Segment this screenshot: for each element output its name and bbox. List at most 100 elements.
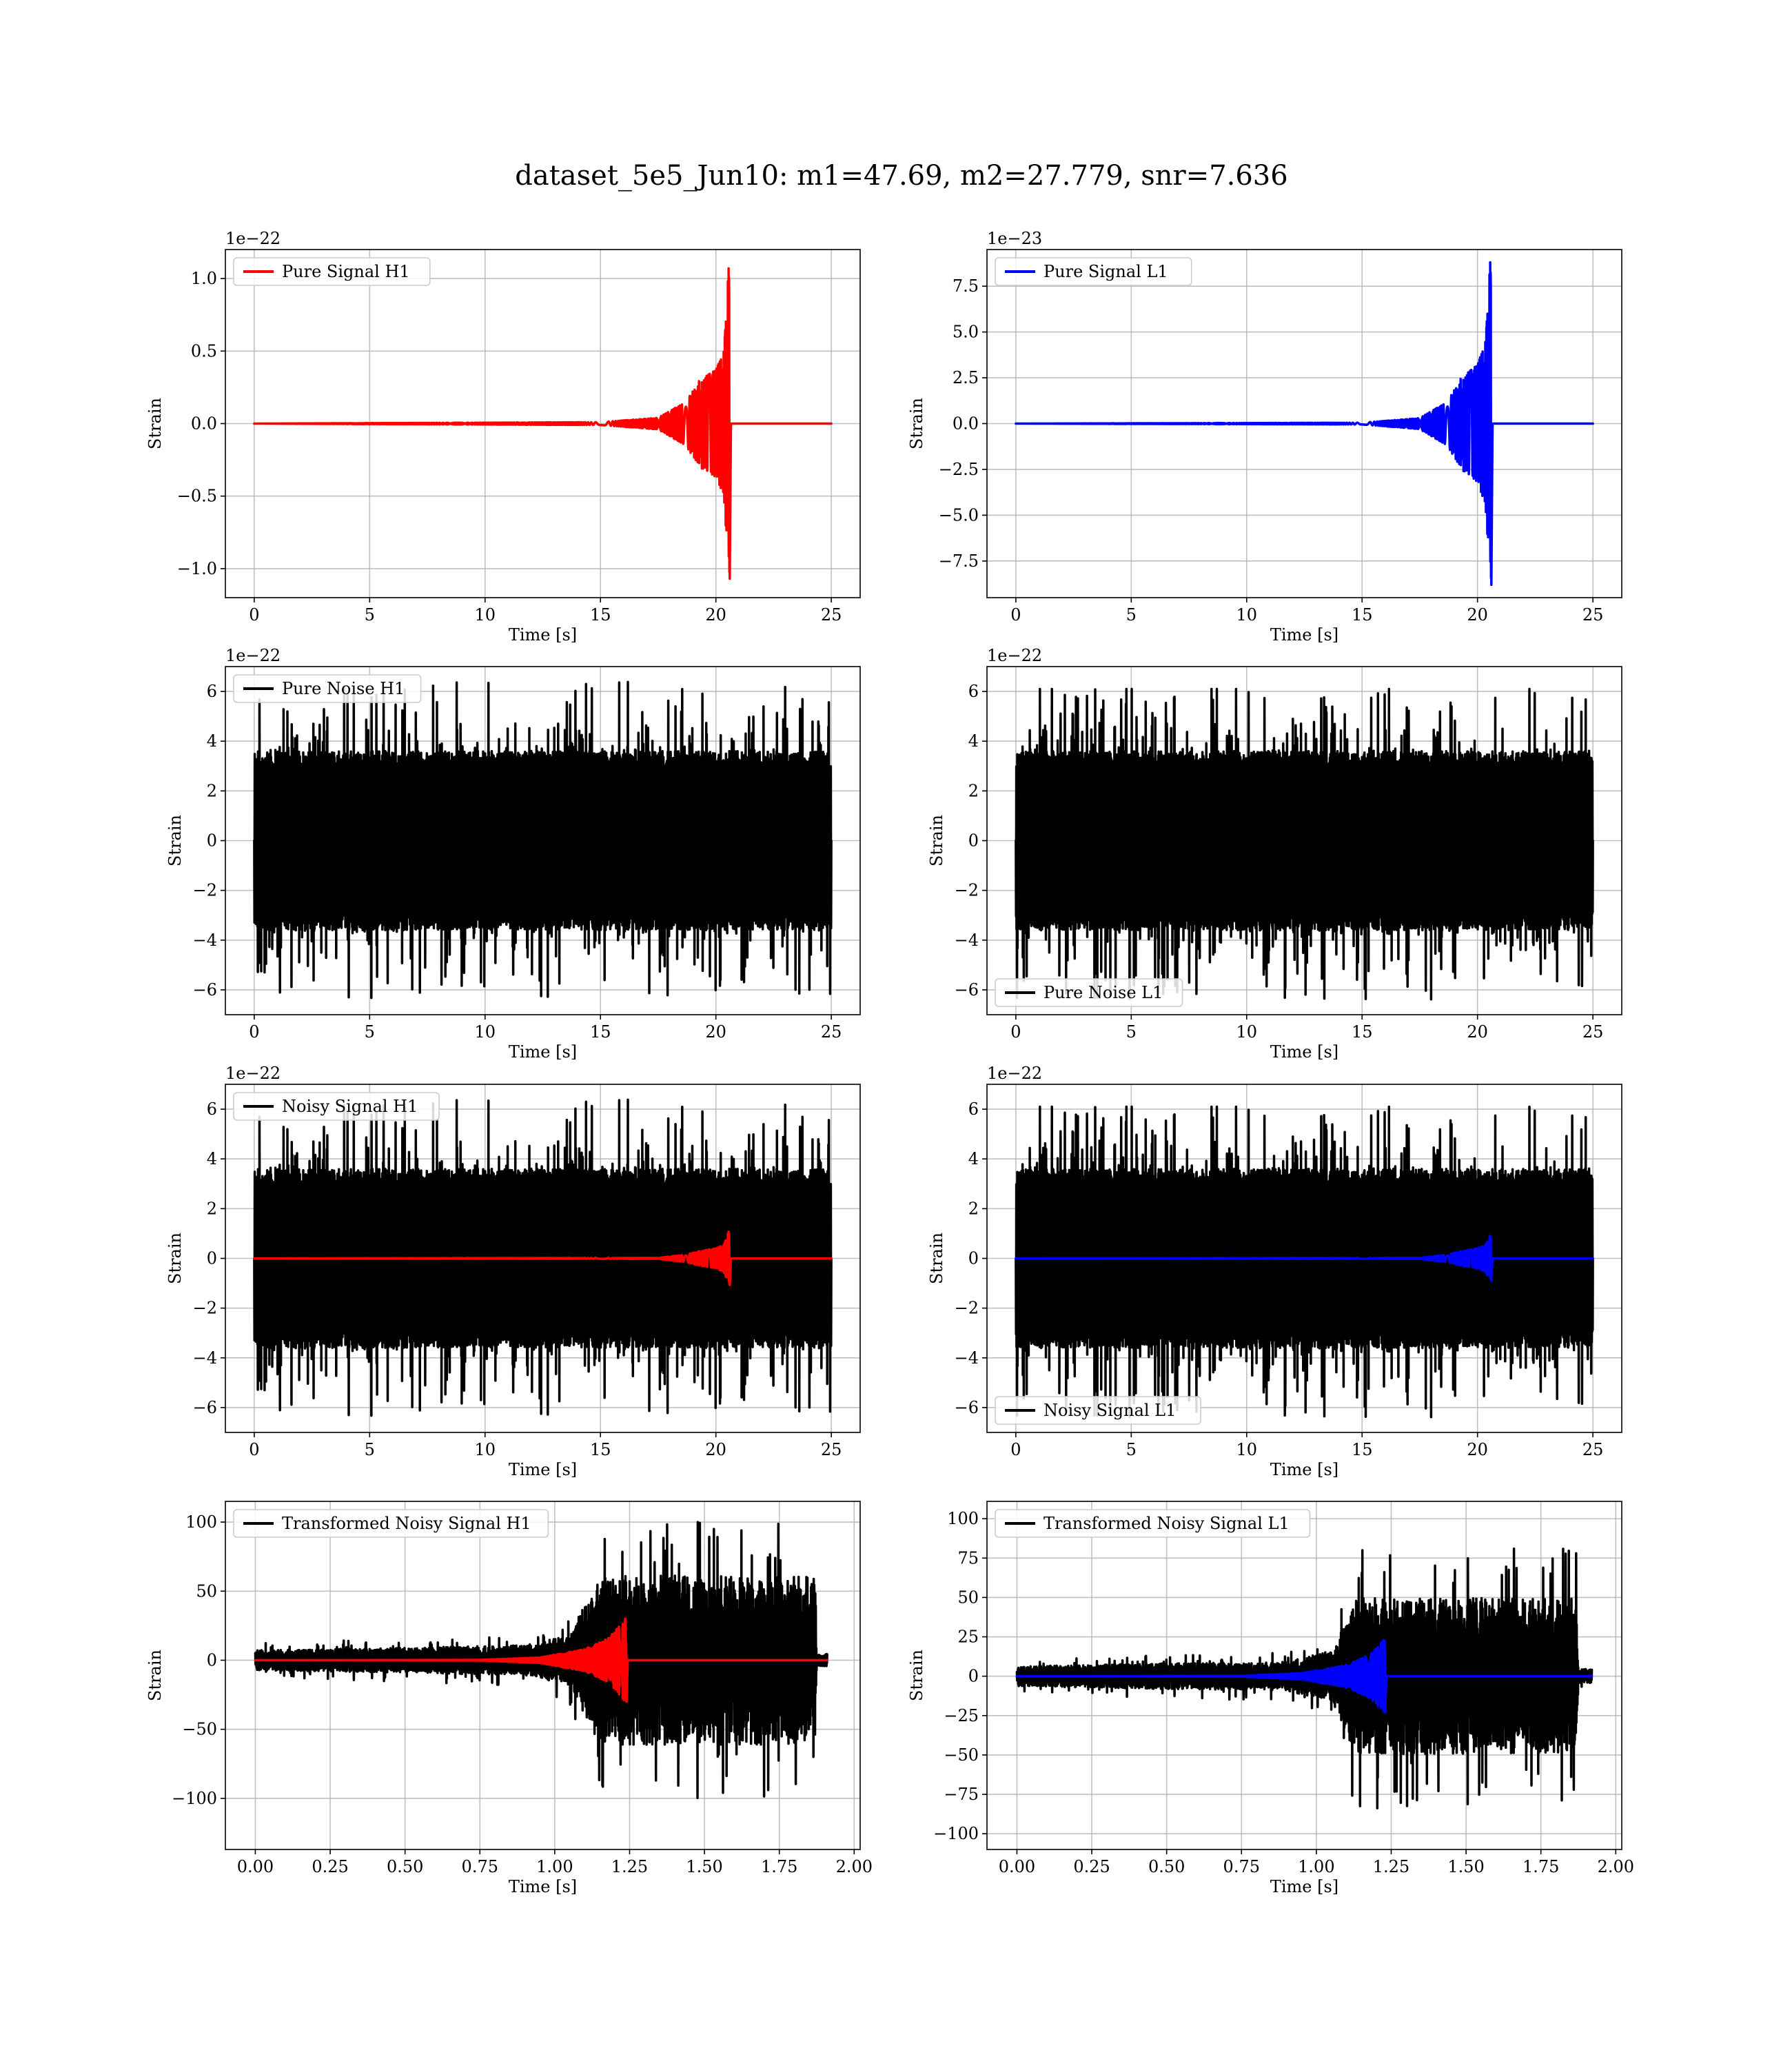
y-tick-label: 6 [207, 1099, 217, 1119]
y-tick-label: −2 [955, 1299, 979, 1318]
figure-title: dataset_5e5_Jun10: m1=47.69, m2=27.779, … [515, 160, 1287, 192]
y-tick-label: 50 [196, 1581, 217, 1601]
y-axis-label: Strain [907, 398, 926, 449]
offset-text: 1e−22 [225, 1064, 281, 1083]
x-tick-label: 20 [705, 1022, 726, 1042]
y-tick-label: 7.5 [953, 276, 979, 296]
x-axis-label: Time [s] [509, 1042, 577, 1062]
x-tick-label: 0.00 [999, 1857, 1035, 1876]
series-group [253, 680, 833, 1000]
series-group [253, 1098, 833, 1417]
x-tick-label: 20 [1467, 1440, 1488, 1459]
x-tick-label: 0 [1010, 1440, 1021, 1459]
x-tick-label: 15 [590, 605, 611, 625]
y-tick-label: −2 [193, 881, 217, 900]
plot-frame [225, 1501, 861, 1850]
legend-label: Transformed Noisy Signal H1 [282, 1514, 531, 1533]
legend-box [233, 257, 431, 286]
y-tick-label: −50 [182, 1720, 217, 1739]
y-tick-label: 2 [207, 781, 217, 800]
x-tick-label: 5 [1126, 1022, 1137, 1042]
x-tick-label: 25 [821, 1022, 842, 1042]
x-tick-label: 0.00 [237, 1857, 274, 1876]
x-tick-label: 1.75 [761, 1857, 797, 1876]
legend-label: Pure Signal L1 [1043, 262, 1168, 281]
y-tick-label: −6 [193, 1398, 217, 1417]
y-tick-label: 6 [968, 1099, 979, 1119]
x-tick-label: 20 [705, 605, 726, 625]
x-tick-label: 5 [1126, 1440, 1137, 1459]
x-axis-label: Time [s] [1270, 1460, 1338, 1479]
x-tick-label: 15 [1352, 1440, 1373, 1459]
x-tick-label: 15 [1352, 1022, 1373, 1042]
y-tick-label: 0 [968, 831, 979, 851]
y-tick-label: 6 [968, 682, 979, 701]
y-tick-label: 2 [207, 1199, 217, 1218]
y-tick-label: 0 [207, 1650, 217, 1670]
legend: Transformed Noisy Signal L1 [995, 1509, 1311, 1538]
series-line-overlay-1 [1015, 1639, 1594, 1714]
y-tick-label: −4 [193, 931, 217, 950]
series-group [253, 267, 833, 580]
y-tick-label: −100 [172, 1789, 217, 1808]
series-line-pure-signal-h1 [253, 267, 833, 580]
y-tick-label: 0.0 [191, 414, 217, 434]
y-tick-label: 4 [968, 1149, 979, 1168]
panel-pure-signal-h1: 0 5 10 15 20 25 −1.0 −0.5 0.0 0.5 1.0 Time [s] Strai… [145, 229, 861, 645]
x-tick-label: 2.00 [1598, 1857, 1634, 1876]
y-tick-label: 2 [968, 781, 979, 800]
x-tick-label: 0 [249, 1440, 259, 1459]
x-tick-label: 0.50 [387, 1857, 423, 1876]
legend-label: Transformed Noisy Signal L1 [1043, 1514, 1290, 1533]
series-line-noisy-signal-l1 [1015, 1105, 1594, 1419]
x-tick-label: 1.50 [1447, 1857, 1484, 1876]
x-tick-label: 10 [474, 605, 496, 625]
y-tick-label: −2.5 [939, 460, 979, 479]
panel-noisy-signal-l1: 0 5 10 15 20 25 −6 −4 −2 0 2 4 6 Time [s] Strain 1e−22 N… [927, 1064, 1622, 1479]
x-tick-label: 0.75 [1223, 1857, 1260, 1876]
x-tick-label: 20 [1467, 1022, 1488, 1042]
y-tick-label: 4 [968, 731, 979, 751]
y-tick-label: 4 [207, 731, 217, 751]
x-tick-label: 20 [705, 1440, 726, 1459]
x-tick-label: 0.50 [1148, 1857, 1185, 1876]
x-tick-label: 0 [1010, 1022, 1021, 1042]
legend-box [233, 1509, 549, 1538]
y-tick-label: 0.0 [953, 414, 979, 434]
y-tick-label: 75 [957, 1548, 979, 1568]
x-axis-label: Time [s] [1270, 1042, 1338, 1062]
panel-transformed-noisy-signal-h1: 0.00 0.25 0.50 0.75 1.00 1.25 1.50 1.75 2.00 −100… [145, 1501, 873, 1896]
x-tick-label: 1.25 [611, 1857, 648, 1876]
y-tick-label: −6 [955, 1398, 979, 1417]
series-line-transformed-noisy-signal-l1 [1015, 1547, 1594, 1810]
legend-label: Pure Noise H1 [282, 679, 405, 698]
legend: Pure Noise H1 [233, 674, 422, 703]
legend: Noisy Signal L1 [995, 1396, 1201, 1425]
x-axis-label: Time [s] [509, 625, 577, 645]
y-tick-label: −2 [193, 1299, 217, 1318]
x-tick-label: 5 [365, 1440, 375, 1459]
y-tick-label: 2 [968, 1199, 979, 1218]
panel-pure-noise-h1: 0 5 10 15 20 25 −6 −4 −2 0 2 4 6 Time [s] Strain 1e−22P… [165, 646, 861, 1062]
x-tick-label: 0 [249, 1022, 259, 1042]
series-group [1015, 1547, 1594, 1810]
series-line-overlay-1 [254, 1617, 828, 1703]
y-tick-label: 50 [957, 1588, 979, 1607]
y-tick-label: −7.5 [939, 551, 979, 571]
legend: Pure Noise L1 [995, 978, 1183, 1007]
y-axis-label: Strain [145, 398, 165, 449]
series-group [1015, 261, 1594, 587]
x-axis-label: Time [s] [1270, 625, 1338, 645]
series-group [1015, 687, 1594, 1001]
y-tick-label: −4 [955, 1348, 979, 1368]
y-tick-label: 0 [207, 831, 217, 851]
legend-label: Pure Signal H1 [282, 262, 410, 281]
y-axis-label: Strain [907, 1650, 926, 1701]
offset-text: 1e−22 [225, 229, 281, 248]
x-tick-label: 25 [821, 605, 842, 625]
y-axis-label: Strain [145, 1650, 165, 1701]
legend: Noisy Signal H1 [233, 1092, 440, 1121]
x-tick-label: 25 [1582, 605, 1604, 625]
legend-box [995, 1509, 1311, 1538]
x-tick-label: 15 [1352, 605, 1373, 625]
